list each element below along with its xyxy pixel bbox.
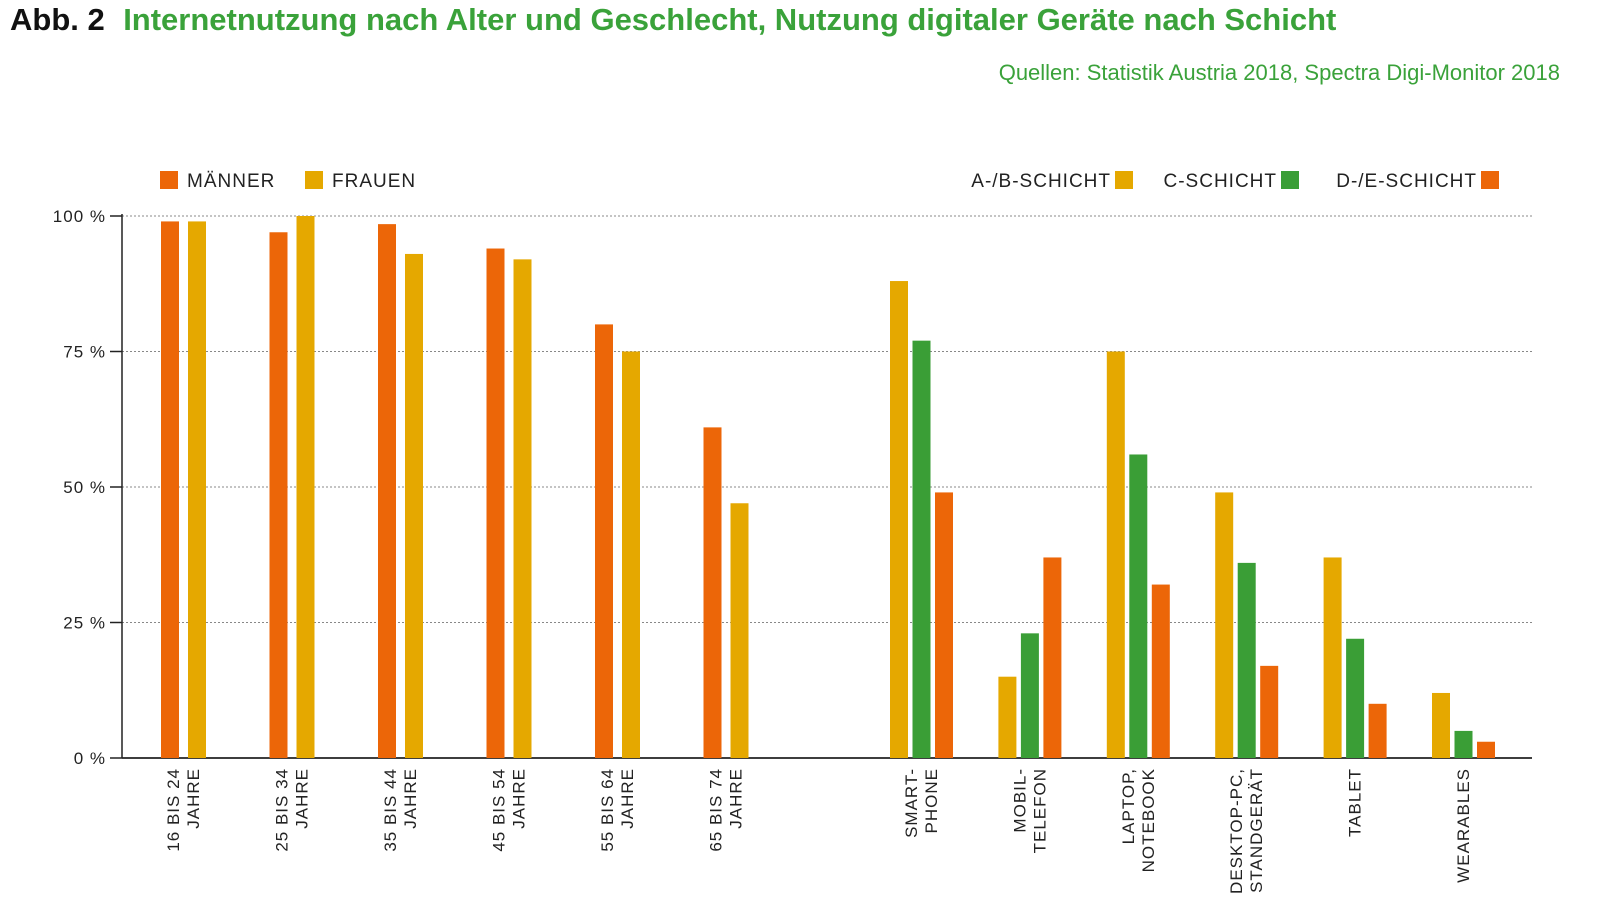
bar-de-schicht xyxy=(1477,741,1495,758)
x-tick-label-line: WEARABLES xyxy=(1454,768,1473,883)
source-note: Quellen: Statistik Austria 2018, Spectra… xyxy=(998,60,1560,85)
x-tick-label: DESKTOP-PC,STANDGERÄT xyxy=(1227,768,1266,894)
bar-ab-schicht xyxy=(1106,351,1125,758)
bar-ab-schicht xyxy=(1432,692,1450,758)
legend-swatch xyxy=(1281,171,1299,189)
y-tick-label: 75 % xyxy=(63,343,106,362)
x-tick-label-line: 16 BIS 24 xyxy=(164,768,183,852)
x-tick-label: 65 BIS 74JAHRE xyxy=(707,768,746,852)
x-tick-label: LAPTOP,NOTEBOOK xyxy=(1119,768,1158,872)
x-tick-label: 25 BIS 34JAHRE xyxy=(273,768,312,852)
x-tick-label-line: LAPTOP, xyxy=(1119,768,1138,844)
x-tick-label-line: TABLET xyxy=(1346,768,1365,837)
x-tick-label: 55 BIS 64JAHRE xyxy=(598,768,637,852)
x-tick-label-line: SMART- xyxy=(902,768,921,838)
bar-frauen xyxy=(730,503,749,758)
bar-c-schicht xyxy=(1346,638,1365,758)
x-tick-label-line: JAHRE xyxy=(510,768,529,829)
bar-maenner xyxy=(595,324,613,758)
x-tick-label-line: 35 BIS 44 xyxy=(381,768,400,852)
y-tick-label: 50 % xyxy=(63,478,106,497)
bar-maenner xyxy=(269,232,288,758)
legend-label: D-/E-SCHICHT xyxy=(1336,171,1477,192)
x-tick-label-line: JAHRE xyxy=(184,768,203,829)
legend-label: FRAUEN xyxy=(332,171,416,192)
x-tick-label-line: MOBIL- xyxy=(1010,768,1029,833)
bar-maenner xyxy=(703,427,722,758)
bar-de-schicht xyxy=(935,492,953,758)
bar-ab-schicht xyxy=(998,676,1017,758)
x-tick-label-line: DESKTOP-PC, xyxy=(1227,768,1246,894)
bar-de-schicht xyxy=(1368,703,1387,758)
y-tick-label: 100 % xyxy=(53,207,106,226)
bar-frauen xyxy=(296,216,315,758)
bar-de-schicht xyxy=(1151,584,1170,758)
bar-c-schicht xyxy=(912,340,931,758)
bar-c-schicht xyxy=(1129,454,1148,758)
x-tick-label-line: PHONE xyxy=(922,768,941,833)
x-tick-label: 35 BIS 44JAHRE xyxy=(381,768,420,852)
bar-ab-schicht xyxy=(890,281,908,758)
bar-c-schicht xyxy=(1020,633,1039,758)
legend-label: MÄNNER xyxy=(187,171,275,192)
bar-de-schicht xyxy=(1043,557,1062,758)
bar-maenner xyxy=(486,248,505,758)
x-tick-label: 45 BIS 54JAHRE xyxy=(490,768,529,852)
legend-swatch xyxy=(305,171,323,189)
bar-frauen xyxy=(405,253,423,758)
bar-c-schicht xyxy=(1454,730,1473,758)
legend-label: C-SCHICHT xyxy=(1164,171,1278,192)
legend-swatch xyxy=(1115,171,1133,189)
bar-ab-schicht xyxy=(1323,557,1342,758)
x-tick-label: SMART-PHONE xyxy=(902,768,941,838)
bar-frauen xyxy=(188,221,206,759)
x-tick-label-line: 55 BIS 64 xyxy=(598,768,617,852)
figure-header: Abb. 2 Internetnutzung nach Alter und Ge… xyxy=(10,2,1336,38)
x-tick-label: TABLET xyxy=(1346,768,1365,837)
x-tick-label-line: JAHRE xyxy=(293,768,312,829)
x-tick-label-line: JAHRE xyxy=(401,768,420,829)
x-tick-label-line: 25 BIS 34 xyxy=(273,768,292,852)
figure-title: Internetnutzung nach Alter und Geschlech… xyxy=(123,2,1337,37)
bar-ab-schicht xyxy=(1215,492,1234,758)
x-tick-label-line: 65 BIS 74 xyxy=(707,768,726,852)
x-tick-label-line: NOTEBOOK xyxy=(1139,768,1158,872)
bar-frauen xyxy=(513,259,532,758)
x-tick-label: MOBIL-TELEFON xyxy=(1010,768,1049,853)
x-tick-label-line: JAHRE xyxy=(727,768,746,829)
figure-number: Abb. 2 xyxy=(10,2,105,37)
bar-maenner xyxy=(378,224,396,758)
x-tick-label-line: TELEFON xyxy=(1030,768,1049,853)
y-tick-label: 25 % xyxy=(63,614,106,633)
legend-label: A-/B-SCHICHT xyxy=(971,171,1111,192)
legend-swatch xyxy=(160,171,178,189)
bar-de-schicht xyxy=(1260,665,1279,758)
x-tick-label-line: STANDGERÄT xyxy=(1247,768,1266,893)
x-tick-label-line: 45 BIS 54 xyxy=(490,768,509,852)
bar-frauen xyxy=(622,351,640,758)
x-tick-label: 16 BIS 24JAHRE xyxy=(164,768,203,852)
bar-maenner xyxy=(161,221,179,759)
y-tick-label: 0 % xyxy=(74,749,106,768)
bar-c-schicht xyxy=(1237,562,1256,758)
legend-swatch xyxy=(1481,171,1499,189)
x-tick-label-line: JAHRE xyxy=(618,768,637,829)
x-tick-label: WEARABLES xyxy=(1454,768,1473,883)
